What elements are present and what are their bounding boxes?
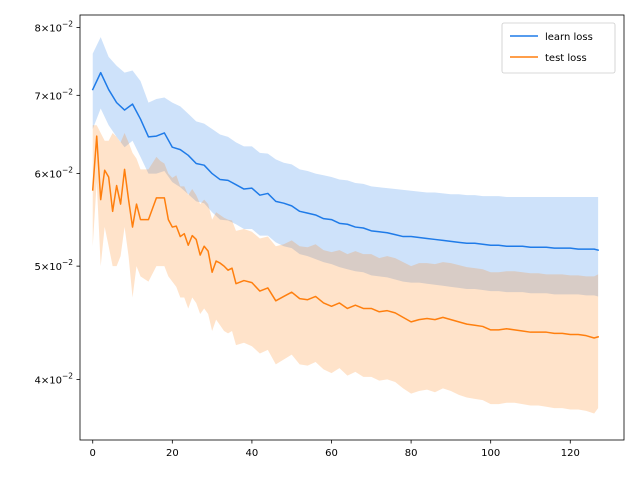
y-tick-label: 6×10−2 xyxy=(34,166,73,181)
x-tick-label: 60 xyxy=(325,448,338,459)
axis-ticks: 0 20 40 60 80 100 120 4×10−2 5×10−2 6×10−2 7×10−2 8… xyxy=(34,20,579,459)
line-learn-loss xyxy=(91,71,600,252)
x-tick-label: 100 xyxy=(481,448,500,459)
band-test-loss xyxy=(92,125,599,414)
axes-frame xyxy=(79,14,625,441)
y-tick-label: 5×10−2 xyxy=(34,258,73,273)
legend: learn loss test loss xyxy=(501,22,616,74)
legend-box xyxy=(501,22,616,74)
x-tick-label: 80 xyxy=(405,448,418,459)
band-learn-loss xyxy=(92,37,599,297)
line-test-loss xyxy=(91,135,600,339)
legend-label: test loss xyxy=(545,53,587,64)
x-tick-label: 40 xyxy=(246,448,259,459)
y-tick-label: 7×10−2 xyxy=(34,87,73,102)
x-tick-label: 120 xyxy=(561,448,580,459)
x-tick-label: 0 xyxy=(90,448,96,459)
y-tick-label: 8×10−2 xyxy=(34,20,73,35)
x-tick-label: 20 xyxy=(166,448,179,459)
plot-area xyxy=(91,37,600,414)
y-tick-label: 4×10−2 xyxy=(34,371,73,386)
legend-label: learn loss xyxy=(545,32,593,43)
